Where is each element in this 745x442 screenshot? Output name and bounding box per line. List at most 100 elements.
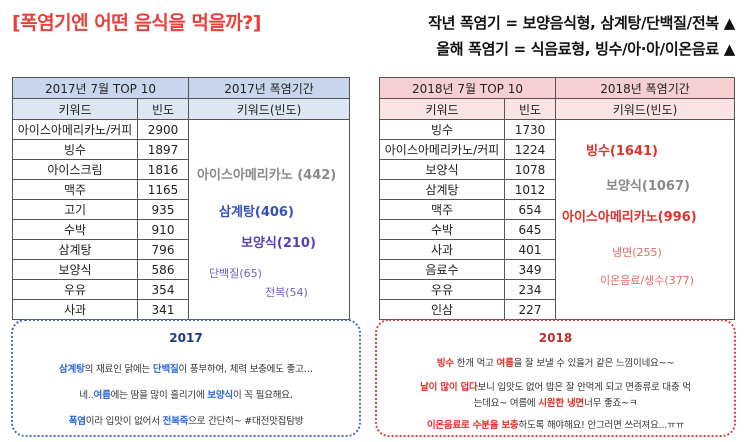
- quote-box-2017-title: 2017: [169, 331, 203, 345]
- quote-line: 이온음료로 수분을 보충하도록 해야해요! 안그러면 쓰러져요...ㅠㅠ: [377, 417, 734, 431]
- keyword-cell: 맥주: [379, 199, 505, 220]
- highlight-text: 전복죽: [162, 416, 189, 427]
- highlight-text: 삼계탕: [59, 364, 85, 375]
- keyword-cell: 빙수: [379, 119, 505, 140]
- word-boyangsik: 보양식(1067): [606, 179, 690, 194]
- word-iced-americano: 아이스아메리카노(996): [562, 210, 697, 225]
- keyword-cell: 아이스크림: [12, 159, 138, 180]
- quote-text: 을 잘 보낼 수 있을거 같은 느낌이네요~~: [513, 358, 675, 369]
- freq-cell: 354: [137, 279, 189, 300]
- col-keyword: 키워드: [12, 98, 138, 120]
- word-cloud-2018: 빙수(1641) 보양식(1067) 아이스아메리카노(996) 냉면(255)…: [555, 119, 735, 320]
- col-frequency: 빈도: [137, 98, 189, 120]
- keyword-cell: 맥주: [12, 179, 138, 200]
- quote-text: 이 풍부하여, 체력 보충에도 좋고…: [178, 364, 314, 375]
- table-row: 아이스아메리카노/커피 2900 아이스아메리카노 (442) 삼계탕(406) …: [12, 119, 350, 320]
- freq-cell: 645: [504, 219, 556, 240]
- keyword-cell: 아이스아메리카노/커피: [12, 119, 138, 140]
- quote-line: 날이 많이 덥다보니 입맛도 없어 밥은 잘 안먹게 되고 면종류로 대충 먹: [377, 379, 734, 393]
- keyword-cell: 우유: [12, 279, 138, 300]
- highlight-text: 시원한 냉면: [538, 398, 585, 409]
- freq-cell: 796: [137, 239, 189, 260]
- quote-box-2018: 2018 빙수 한개 먹고 여름을 잘 보낼 수 있을거 같은 느낌이네요~~ …: [375, 319, 736, 437]
- highlight-text: 단백질: [152, 364, 179, 375]
- table-2018-left-header: 2018년 7월 TOP 10: [379, 77, 556, 99]
- quote-text: 의 재료인 닭에는: [84, 364, 153, 375]
- col-keyword-frequency: 키워드(빈도): [555, 98, 735, 120]
- freq-cell: 586: [137, 259, 189, 280]
- freq-cell: 349: [504, 259, 556, 280]
- keyword-cell: 사과: [379, 239, 505, 260]
- keyword-cell: 보양식: [12, 259, 138, 280]
- table-row: 우유 354: [12, 279, 350, 300]
- word-cloud-2017: 아이스아메리카노 (442) 삼계탕(406) 보양식(210) 단백질(65)…: [188, 119, 350, 320]
- col-keyword-frequency: 키워드(빈도): [188, 98, 350, 120]
- freq-cell: 1224: [504, 139, 556, 160]
- keyword-cell: 아이스아메리카노/커피: [379, 139, 505, 160]
- freq-cell: 2900: [137, 119, 189, 140]
- col-frequency: 빈도: [504, 98, 556, 120]
- keyword-cell: 수박: [12, 219, 138, 240]
- keyword-cell: 인삼: [379, 299, 505, 320]
- table-row: 사과 341: [12, 299, 350, 320]
- keyword-cell: 빙수: [12, 139, 138, 160]
- freq-cell: 910: [137, 219, 189, 240]
- table-row: 수박 910: [12, 219, 350, 240]
- quote-text: 이 꼭 필요해요.: [232, 390, 293, 401]
- quote-text: 네..: [79, 390, 94, 401]
- quote-line: 폭염이라 입맛이 없어서 전복죽으로 간단히~ #대전맛집탐방: [13, 413, 359, 427]
- table-row: 보양식 586: [12, 259, 350, 280]
- word-bingsu: 빙수(1641): [586, 144, 658, 159]
- keyword-cell: 우유: [379, 279, 505, 300]
- quote-text: 너무 좋죠~ㅋ: [584, 398, 638, 409]
- freq-cell: 401: [504, 239, 556, 260]
- highlight-text: 보양식: [207, 390, 233, 401]
- headline-this-year: 올해 폭염기 = 식음료형, 빙수/아·아/이온음료 ▲: [436, 40, 735, 58]
- table-row: 맥주 1165: [12, 179, 350, 200]
- quote-line: 빙수 한개 먹고 여름을 잘 보낼 수 있을거 같은 느낌이네요~~: [377, 355, 734, 369]
- table-row: 삼계탕 1012: [379, 179, 735, 200]
- keyword-cell: 사과: [12, 299, 138, 320]
- keyword-cell: 고기: [12, 199, 138, 220]
- word-abalone: 전복(54): [265, 286, 308, 299]
- table-row: 보양식 1078: [379, 159, 735, 180]
- freq-cell: 654: [504, 199, 556, 220]
- word-samgyetang: 삼계탕(406): [219, 205, 294, 220]
- word-naengmyeon: 냉면(255): [612, 246, 662, 259]
- word-protein: 단백질(65): [209, 267, 262, 280]
- keyword-cell: 보양식: [379, 159, 505, 180]
- table-row: 맥주 654: [379, 199, 735, 220]
- word-boyangsik: 보양식(210): [241, 236, 316, 251]
- col-keyword: 키워드: [379, 98, 505, 120]
- quote-text: 는데요~ 여름에: [473, 398, 539, 409]
- highlight-text: 여름: [496, 358, 514, 369]
- quote-box-2017: 2017 삼계탕의 재료인 닭에는 단백질이 풍부하여, 체력 보충에도 좋고……: [11, 319, 361, 437]
- keyword-cell: 삼계탕: [12, 239, 138, 260]
- page-title: [폭염기엔 어떤 음식을 먹을까?]: [12, 12, 262, 34]
- freq-cell: 1730: [504, 119, 556, 140]
- freq-cell: 1165: [137, 179, 189, 200]
- quote-line: 삼계탕의 재료인 닭에는 단백질이 풍부하여, 체력 보충에도 좋고…: [13, 361, 359, 375]
- table-2017-right-header: 2017년 폭염기간: [188, 77, 350, 99]
- table-row: 빙수 1730 빙수(1641) 보양식(1067) 아이스아메리카노(996) …: [379, 119, 735, 320]
- quote-text: 한개 먹고: [453, 358, 497, 369]
- highlight-text: 날이 많이 덥다: [420, 382, 478, 393]
- quote-text: 으로 간단히~ #대전맛집탐방: [188, 416, 304, 427]
- keyword-cell: 삼계탕: [379, 179, 505, 200]
- highlight-text: 빙수: [436, 358, 454, 369]
- table-2018-right-header: 2018년 폭염기간: [555, 77, 735, 99]
- keyword-cell: 수박: [379, 219, 505, 240]
- quote-line: 는데요~ 여름에 시원한 냉면너무 좋죠~ㅋ: [377, 395, 734, 409]
- table-row: 인삼 227: [379, 299, 735, 320]
- freq-cell: 227: [504, 299, 556, 320]
- table-2017-left-header: 2017년 7월 TOP 10: [12, 77, 189, 99]
- freq-cell: 341: [137, 299, 189, 320]
- word-iced-americano: 아이스아메리카노 (442): [197, 168, 337, 183]
- quote-text: 이라 입맛이 없어서: [85, 416, 163, 427]
- table-2017: 2017년 7월 TOP 10 2017년 폭염기간 키워드 빈도 키워드(빈도…: [12, 77, 350, 320]
- quote-text: 보니 입맛도 없어 밥은 잘 안먹게 되고 면종류로 대충 먹: [477, 382, 691, 393]
- table-row: 우유 234: [379, 279, 735, 300]
- quote-text: 하도록 해야해요! 안그러면 쓰러져요...ㅠㅠ: [518, 420, 685, 431]
- freq-cell: 1897: [137, 139, 189, 160]
- table-row: 아이스아메리카노/커피 1224: [379, 139, 735, 160]
